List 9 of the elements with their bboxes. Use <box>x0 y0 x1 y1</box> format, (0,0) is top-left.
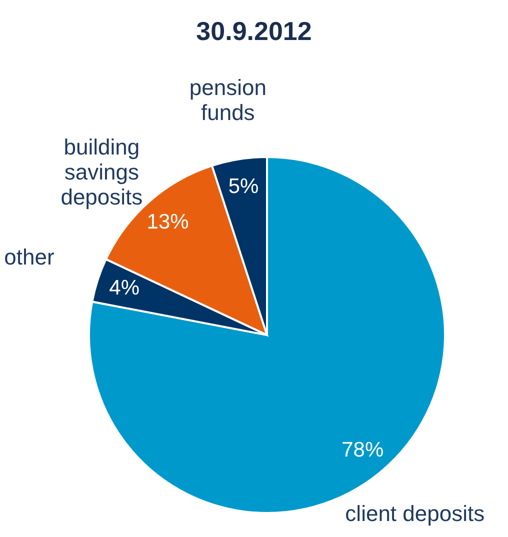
slice-label: client deposits <box>345 500 485 526</box>
chart-title: 30.9.2012 <box>196 16 312 46</box>
slice-label: building savings deposits <box>60 134 143 210</box>
data-label: 78% <box>342 438 384 462</box>
slice-label: pension funds <box>189 75 266 126</box>
data-label: 4% <box>109 276 140 300</box>
slice-label: other <box>4 244 54 270</box>
data-label: 13% <box>146 210 189 234</box>
data-label: 5% <box>228 174 259 198</box>
